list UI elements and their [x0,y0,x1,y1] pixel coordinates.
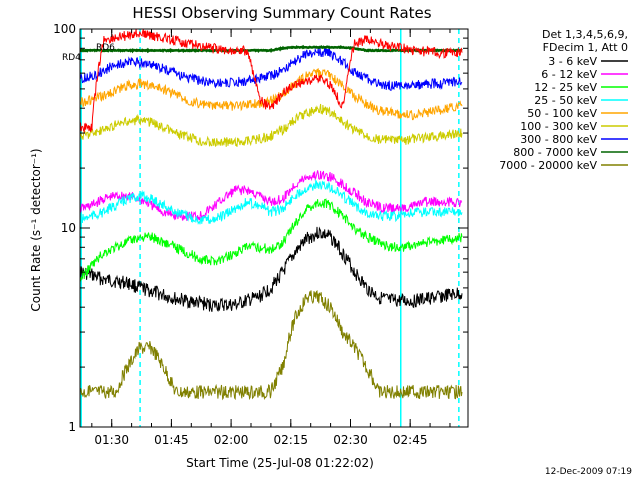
legend-label-6: 300 - 800 keV [520,133,597,146]
x-tick-label-3: 02:15 [273,433,308,447]
legend-header-line-1: Det 1,3,4,5,6,9, [542,28,628,41]
x-tick-label-5: 02:45 [393,433,428,447]
chart-title: HESSI Observing Summary Count Rates [132,4,431,22]
series-line-6 [80,47,462,90]
rd6-annotation: RD6 [96,43,115,53]
legend-label-3: 25 - 50 keV [534,94,597,107]
timestamp: 12-Dec-2009 07:19 [545,467,632,477]
legend-label-8: 7000 - 20000 keV [499,159,597,172]
legend-label-4: 50 - 100 keV [527,107,597,120]
x-axis: 01:30 01:45 02:00 02:15 02:30 02:45 [92,29,450,447]
x-axis-label: Start Time (25-Jul-08 01:22:02) [186,456,374,470]
y-tick-label-0: 1 [68,420,76,434]
series-line-5 [80,104,462,147]
x-tick-label-0: 01:30 [94,433,129,447]
legend-label-5: 100 - 300 keV [520,120,597,133]
plot-area [80,29,462,427]
legend: Det 1,3,4,5,6,9, FDecim 1, Att 0 3 - 6 k… [499,28,628,172]
legend-label-1: 6 - 12 keV [541,68,597,81]
legend-label-7: 800 - 7000 keV [513,146,597,159]
x-tick-label-4: 02:30 [333,433,368,447]
series-line-8 [80,290,462,399]
x-tick-label-2: 02:00 [214,433,249,447]
x-tick-label-1: 01:45 [154,433,189,447]
y-tick-label-2: 100 [53,22,76,36]
y-axis-label: Count Rate (s⁻¹ detector⁻¹) [29,148,43,311]
legend-label-2: 12 - 25 keV [534,81,597,94]
legend-header-line-2: FDecim 1, Att 0 [543,41,628,54]
legend-label-0: 3 - 6 keV [548,55,597,68]
rd4-annotation: RD4 [62,53,81,63]
y-tick-label-1: 10 [61,221,76,235]
